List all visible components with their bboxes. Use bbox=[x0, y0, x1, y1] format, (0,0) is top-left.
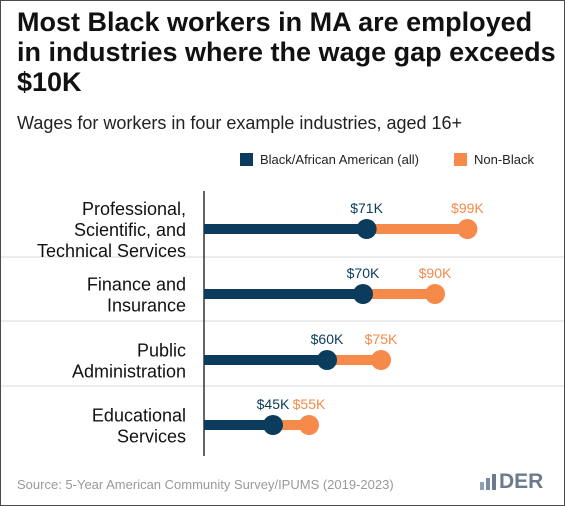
category-label: Technical Services bbox=[37, 241, 186, 261]
legend-swatch-black bbox=[240, 153, 253, 166]
legend-label-nonblack: Non-Black bbox=[474, 152, 534, 167]
legend-label-black: Black/African American (all) bbox=[260, 152, 419, 167]
chart-subtitle: Wages for workers in four example indust… bbox=[17, 113, 463, 133]
nonblack-wage-point bbox=[425, 284, 445, 304]
nonblack-wage-label: $55K bbox=[293, 396, 326, 412]
nonblack-wage-point bbox=[371, 350, 391, 370]
legend-item-black: Black/African American (all) bbox=[240, 152, 419, 167]
black-wage-point bbox=[317, 350, 337, 370]
legend-item-nonblack: Non-Black bbox=[454, 152, 534, 167]
black-wage-label: $71K bbox=[350, 200, 383, 216]
category-label: Educational bbox=[92, 406, 186, 426]
black-wage-label: $45K bbox=[257, 396, 290, 412]
der-logo: DER bbox=[479, 470, 543, 494]
nonblack-wage-point bbox=[299, 415, 319, 435]
legend-swatch-nonblack bbox=[454, 153, 467, 166]
source-note: Source: 5-Year American Community Survey… bbox=[17, 477, 394, 492]
category-label: Insurance bbox=[107, 296, 186, 316]
black-wage-point bbox=[353, 284, 373, 304]
nonblack-wage-label: $75K bbox=[365, 331, 398, 347]
nonblack-wage-label: $90K bbox=[419, 265, 452, 281]
category-label: Professional, bbox=[82, 199, 186, 219]
black-wage-label: $60K bbox=[311, 331, 344, 347]
category-label: Finance and bbox=[87, 275, 186, 295]
chart-title: Most Black workers in MA are employed in… bbox=[17, 7, 556, 97]
black-wage-point bbox=[356, 219, 377, 239]
nonblack-wage-label: $99K bbox=[451, 200, 484, 216]
der-logo-text: DER bbox=[499, 470, 544, 493]
category-label: Administration bbox=[72, 362, 186, 382]
category-label: Public bbox=[137, 341, 186, 361]
nonblack-wage-point bbox=[457, 219, 478, 239]
black-wage-point bbox=[263, 415, 283, 435]
der-logo-icon bbox=[480, 474, 496, 490]
category-label: Scientific, and bbox=[74, 220, 186, 240]
category-label: Services bbox=[117, 427, 186, 447]
black-wage-label: $70K bbox=[347, 265, 380, 281]
